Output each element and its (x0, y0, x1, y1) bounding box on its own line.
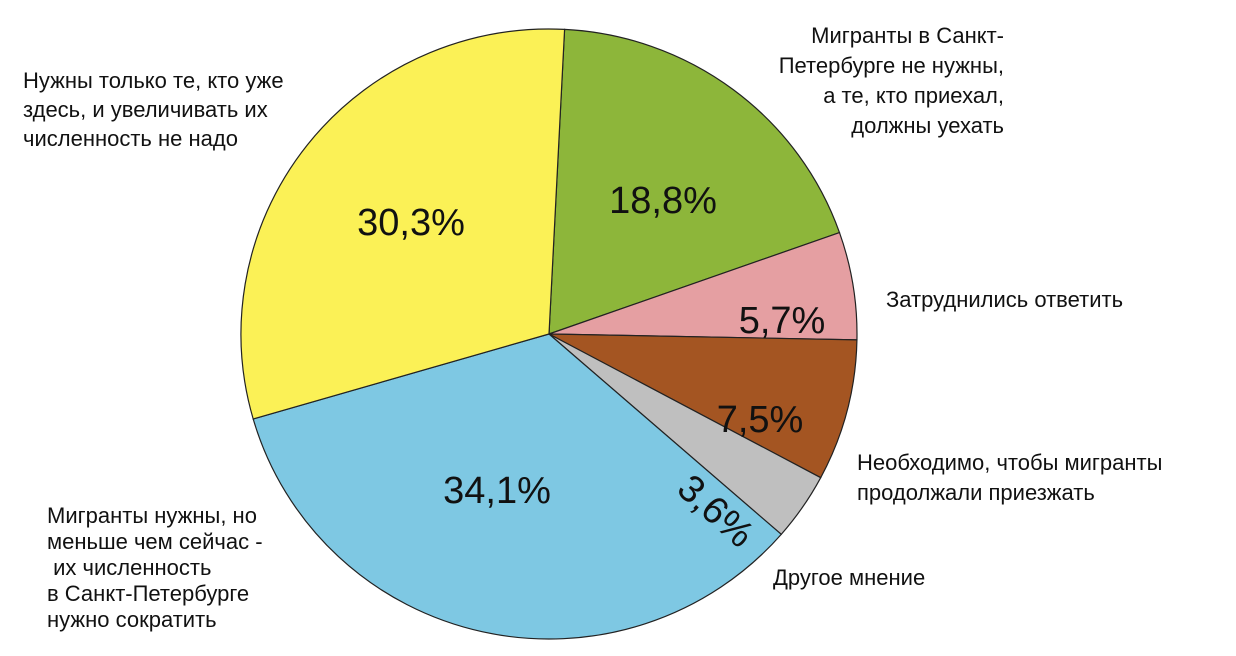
slice-category-label-line: Необходимо, чтобы мигранты (857, 450, 1162, 475)
slice-value-label-2: 7,5% (717, 399, 804, 441)
slice-category-label-4: Мигранты нужны, но меньше чем сейчас - их… (47, 503, 263, 632)
slice-category-label-line: продолжали приезжать (857, 480, 1095, 505)
slice-category-label-line: численность не надо (23, 126, 238, 151)
slice-category-label-line: их численность (47, 555, 211, 580)
slice-value-label-5: 30,3% (357, 202, 465, 244)
pie-slice-5 (240, 28, 566, 420)
slice-category-label-3: Другое мнение (773, 565, 925, 590)
slice-category-label-line: нужно сократить (47, 607, 217, 632)
slice-value-label-4: 34,1% (443, 470, 551, 512)
slice-category-label-5: Нужны только те, кто уже здесь, и увеличи… (23, 68, 284, 151)
slice-category-label-line: Мигранты в Санкт- (811, 23, 1004, 48)
pie-slice-4 (252, 333, 783, 640)
slice-value-label-1: 5,7% (739, 300, 826, 342)
slice-value-label-0: 18,8% (609, 180, 717, 222)
slice-category-label-2: Необходимо, чтобы мигранты продолжали при… (857, 450, 1162, 505)
pie-slices (240, 28, 858, 640)
slice-category-label-line: Другое мнение (773, 565, 925, 590)
slice-category-label-line: меньше чем сейчас - (47, 529, 263, 554)
slice-category-label-line: Петербурге не нужны, (779, 53, 1004, 78)
slice-category-label-0: Мигранты в Санкт- Петербурге не нужны, а т… (779, 23, 1004, 138)
slice-category-label-line: Затруднились ответить (886, 287, 1123, 312)
slice-category-label-1: Затруднились ответить (886, 287, 1123, 312)
slice-category-label-line: здесь, и увеличивать их (23, 97, 268, 122)
slice-category-label-line: а те, кто приехал, (823, 83, 1004, 108)
slice-category-label-line: в Санкт-Петербурге (47, 581, 249, 606)
slice-category-labels: Мигранты в Санкт- Петербурге не нужны, а т… (23, 23, 1162, 632)
slice-category-label-line: Мигранты нужны, но (47, 503, 257, 528)
slice-category-label-line: Нужны только те, кто уже (23, 68, 284, 93)
slice-category-label-line: должны уехать (851, 113, 1004, 138)
pie-slice-2 (548, 333, 858, 479)
